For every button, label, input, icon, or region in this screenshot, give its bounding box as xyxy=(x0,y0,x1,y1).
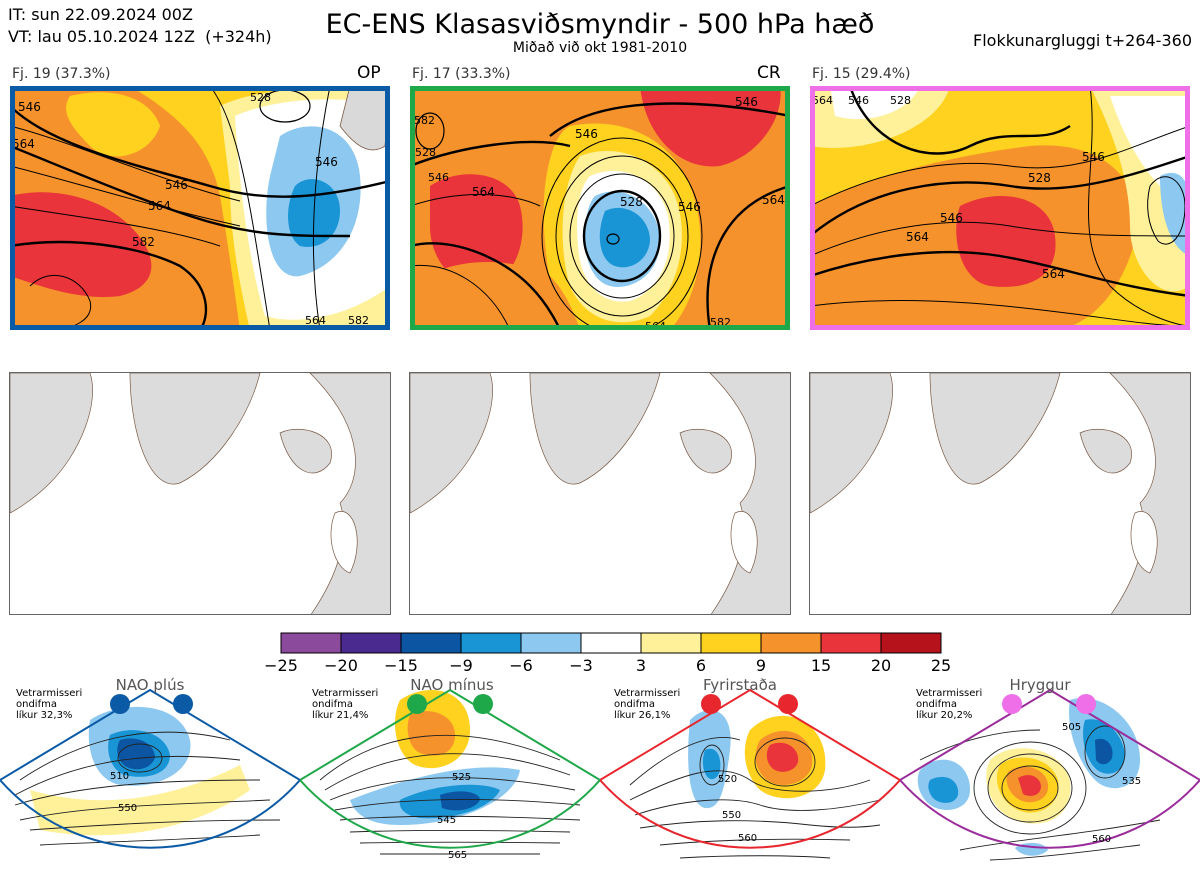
colorbar-swatch xyxy=(880,632,942,654)
regime-2-stat: Vetrarmisseri ondifma líkur 21,4% xyxy=(312,688,379,721)
valid-time: VT: lau 05.10.2024 12Z (+324h) xyxy=(8,27,272,46)
contour-label: 564 xyxy=(472,185,495,199)
colorbar-swatch xyxy=(700,632,762,654)
contour-label: 546 xyxy=(735,95,758,109)
cluster-1-map: 546 564 546 564 582 528 546 564 582 xyxy=(10,86,390,330)
contour-label: 546 xyxy=(678,200,701,214)
contour-label: 528 xyxy=(620,195,643,209)
contour-label: 528 xyxy=(890,94,911,107)
contour-label: 560 xyxy=(1092,834,1111,845)
colorbar-tick-label: 6 xyxy=(695,656,707,675)
contour-label: 564 xyxy=(305,314,326,327)
classification-window: Flokkunargluggi t+264-360 xyxy=(973,31,1192,50)
contour-label: 582 xyxy=(132,235,155,249)
regime-2-title: NAO mínus xyxy=(410,676,494,694)
contour-label: 560 xyxy=(738,833,757,844)
cluster-3-map: 564 546 528 528 546 564 546 564 xyxy=(810,86,1190,330)
regime-nao-plus: 510 550 xyxy=(0,680,302,875)
colorbar-swatch xyxy=(520,632,582,654)
contour-label: 550 xyxy=(722,810,741,821)
contour-label: 546 xyxy=(165,178,188,192)
contour-label: 546 xyxy=(848,94,869,107)
contour-label: 545 xyxy=(437,815,456,826)
contour-label: 582 xyxy=(348,314,369,327)
contour-label: 564 xyxy=(148,199,171,213)
contour-label: 528 xyxy=(250,91,271,104)
colorbar-tick-label: 20 xyxy=(870,656,892,675)
contour-label: 525 xyxy=(452,772,471,783)
colorbar-tick-label: −6 xyxy=(509,656,533,675)
colorbar-tick-label: −20 xyxy=(324,656,358,675)
contour-label: 546 xyxy=(575,127,598,141)
page-title: EC-ENS Klasasviðsmyndir - 500 hPa hæð xyxy=(325,9,875,40)
regime-1-title: NAO plús xyxy=(115,676,185,694)
contour-label: 565 xyxy=(448,850,467,861)
colorbar xyxy=(280,632,944,658)
contour-label: 546 xyxy=(1082,150,1105,164)
basemap-panel-3 xyxy=(809,372,1191,615)
regime-4-title: Hryggur xyxy=(1009,676,1071,694)
contour-label: 510 xyxy=(110,771,129,782)
regime-3-stat: Vetrarmisseri ondifma líkur 26,1% xyxy=(614,688,681,721)
contour-label: 528 xyxy=(415,146,436,159)
regime-4-stat: Vetrarmisseri ondifma líkur 20,2% xyxy=(916,688,983,721)
contour-label: 546 xyxy=(940,211,963,225)
init-time: IT: sun 22.09.2024 00Z xyxy=(8,5,193,24)
colorbar-swatch xyxy=(760,632,822,654)
cluster-2-label: Fj. 17 (33.3%) xyxy=(412,66,511,82)
contour-label: 564 xyxy=(1042,267,1065,281)
cluster-2-map: 546 528 546 564 528 546 564 582 546 564 … xyxy=(410,86,790,330)
regime-ridge: 505 535 560 xyxy=(898,680,1200,875)
contour-label: 546 xyxy=(315,155,338,169)
colorbar-tick-label: −3 xyxy=(569,656,593,675)
regime-3-title: Fyrirstaða xyxy=(703,676,777,694)
contour-label: 546 xyxy=(428,171,449,184)
contour-label: 564 xyxy=(762,193,785,207)
colorbar-tick-label: −25 xyxy=(264,656,298,675)
contour-label: 564 xyxy=(812,94,833,107)
contour-label: 520 xyxy=(718,774,737,785)
page-subtitle: Miðað við okt 1981-2010 xyxy=(512,40,688,56)
colorbar-tick-label: 9 xyxy=(755,656,767,675)
colorbar-tick-label: 25 xyxy=(930,656,952,675)
contour-label: 582 xyxy=(414,114,435,127)
contour-label: 535 xyxy=(1122,776,1141,787)
contour-label: 528 xyxy=(1028,171,1051,185)
colorbar-swatch xyxy=(340,632,402,654)
colorbar-tick-label: 3 xyxy=(635,656,647,675)
basemap-panel-2 xyxy=(409,372,791,615)
cluster-1-tag: OP xyxy=(357,63,381,83)
colorbar-swatch xyxy=(460,632,522,654)
contour-label: 505 xyxy=(1062,722,1081,733)
contour-label: 550 xyxy=(118,803,137,814)
colorbar-swatch xyxy=(280,632,342,654)
regime-blocking: 520 550 560 xyxy=(598,680,902,875)
colorbar-swatch xyxy=(580,632,642,654)
colorbar-tick-label: −9 xyxy=(449,656,473,675)
cluster-1-label: Fj. 19 (37.3%) xyxy=(12,66,111,82)
colorbar-tick-label: 15 xyxy=(810,656,832,675)
colorbar-tick-label: −15 xyxy=(384,656,418,675)
regime-1-stat: Vetrarmisseri ondifma líkur 32,3% xyxy=(16,688,83,721)
cluster-3-label: Fj. 15 (29.4%) xyxy=(812,66,911,82)
regime-nao-minus: 525 545 565 xyxy=(298,680,602,875)
colorbar-swatch xyxy=(640,632,702,654)
basemap-panel-1 xyxy=(9,372,391,615)
cluster-2-tag: CR xyxy=(757,63,781,83)
contour-label: 546 xyxy=(18,100,41,114)
colorbar-swatch xyxy=(400,632,462,654)
colorbar-swatch xyxy=(820,632,882,654)
contour-label: 564 xyxy=(12,137,35,151)
contour-label: 564 xyxy=(906,230,929,244)
